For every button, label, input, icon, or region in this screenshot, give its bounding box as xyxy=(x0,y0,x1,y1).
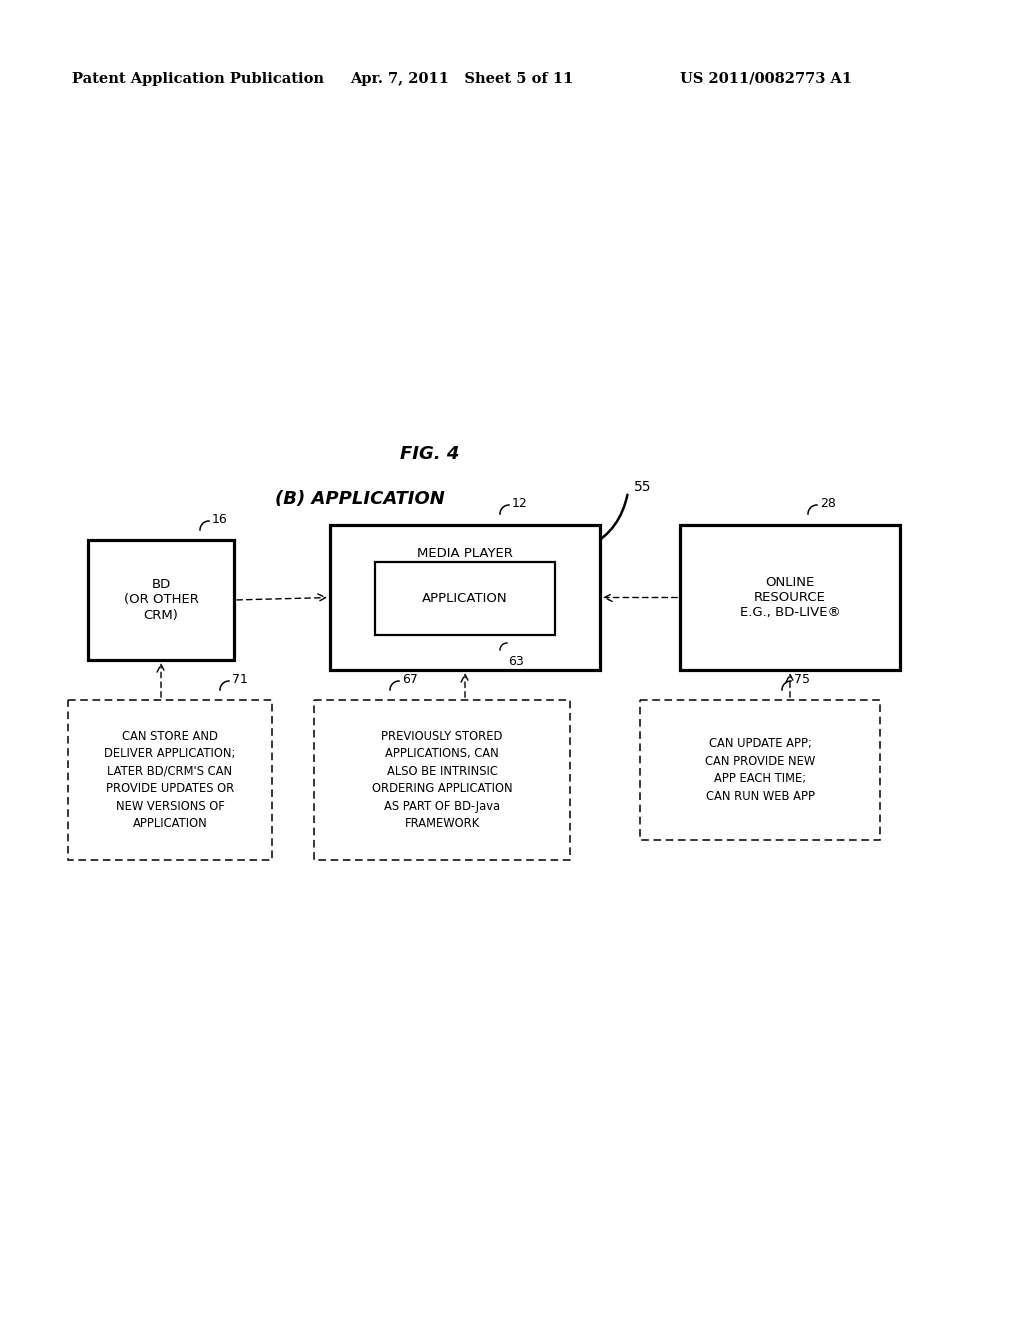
Text: 55: 55 xyxy=(634,480,651,494)
Bar xyxy=(680,525,900,671)
Text: 16: 16 xyxy=(212,513,227,525)
Text: CAN UPDATE APP;
CAN PROVIDE NEW
APP EACH TIME;
CAN RUN WEB APP: CAN UPDATE APP; CAN PROVIDE NEW APP EACH… xyxy=(705,738,815,803)
Text: 63: 63 xyxy=(508,655,523,668)
Text: 71: 71 xyxy=(232,673,248,686)
Bar xyxy=(640,700,880,840)
Text: 75: 75 xyxy=(794,673,810,686)
Bar xyxy=(68,700,272,861)
Text: PREVIOUSLY STORED
APPLICATIONS, CAN
ALSO BE INTRINSIC
ORDERING APPLICATION
AS PA: PREVIOUSLY STORED APPLICATIONS, CAN ALSO… xyxy=(372,730,512,830)
Bar xyxy=(314,700,570,861)
Text: (B) APPLICATION: (B) APPLICATION xyxy=(275,490,445,508)
Text: ONLINE
RESOURCE
E.G., BD-LIVE®: ONLINE RESOURCE E.G., BD-LIVE® xyxy=(739,576,841,619)
Text: Apr. 7, 2011   Sheet 5 of 11: Apr. 7, 2011 Sheet 5 of 11 xyxy=(350,73,573,86)
Text: US 2011/0082773 A1: US 2011/0082773 A1 xyxy=(680,73,852,86)
Text: CAN STORE AND
DELIVER APPLICATION;
LATER BD/CRM'S CAN
PROVIDE UPDATES OR
NEW VER: CAN STORE AND DELIVER APPLICATION; LATER… xyxy=(104,730,236,830)
Text: Patent Application Publication: Patent Application Publication xyxy=(72,73,324,86)
Text: FIG. 4: FIG. 4 xyxy=(400,445,460,463)
Text: 67: 67 xyxy=(402,673,418,686)
Bar xyxy=(88,540,234,660)
Text: APPLICATION: APPLICATION xyxy=(422,591,508,605)
Bar xyxy=(375,562,555,635)
Text: 28: 28 xyxy=(820,498,836,510)
Text: MEDIA PLAYER: MEDIA PLAYER xyxy=(417,546,513,560)
Text: 12: 12 xyxy=(512,498,527,510)
Bar xyxy=(330,525,600,671)
Text: BD
(OR OTHER
CRM): BD (OR OTHER CRM) xyxy=(124,578,199,622)
